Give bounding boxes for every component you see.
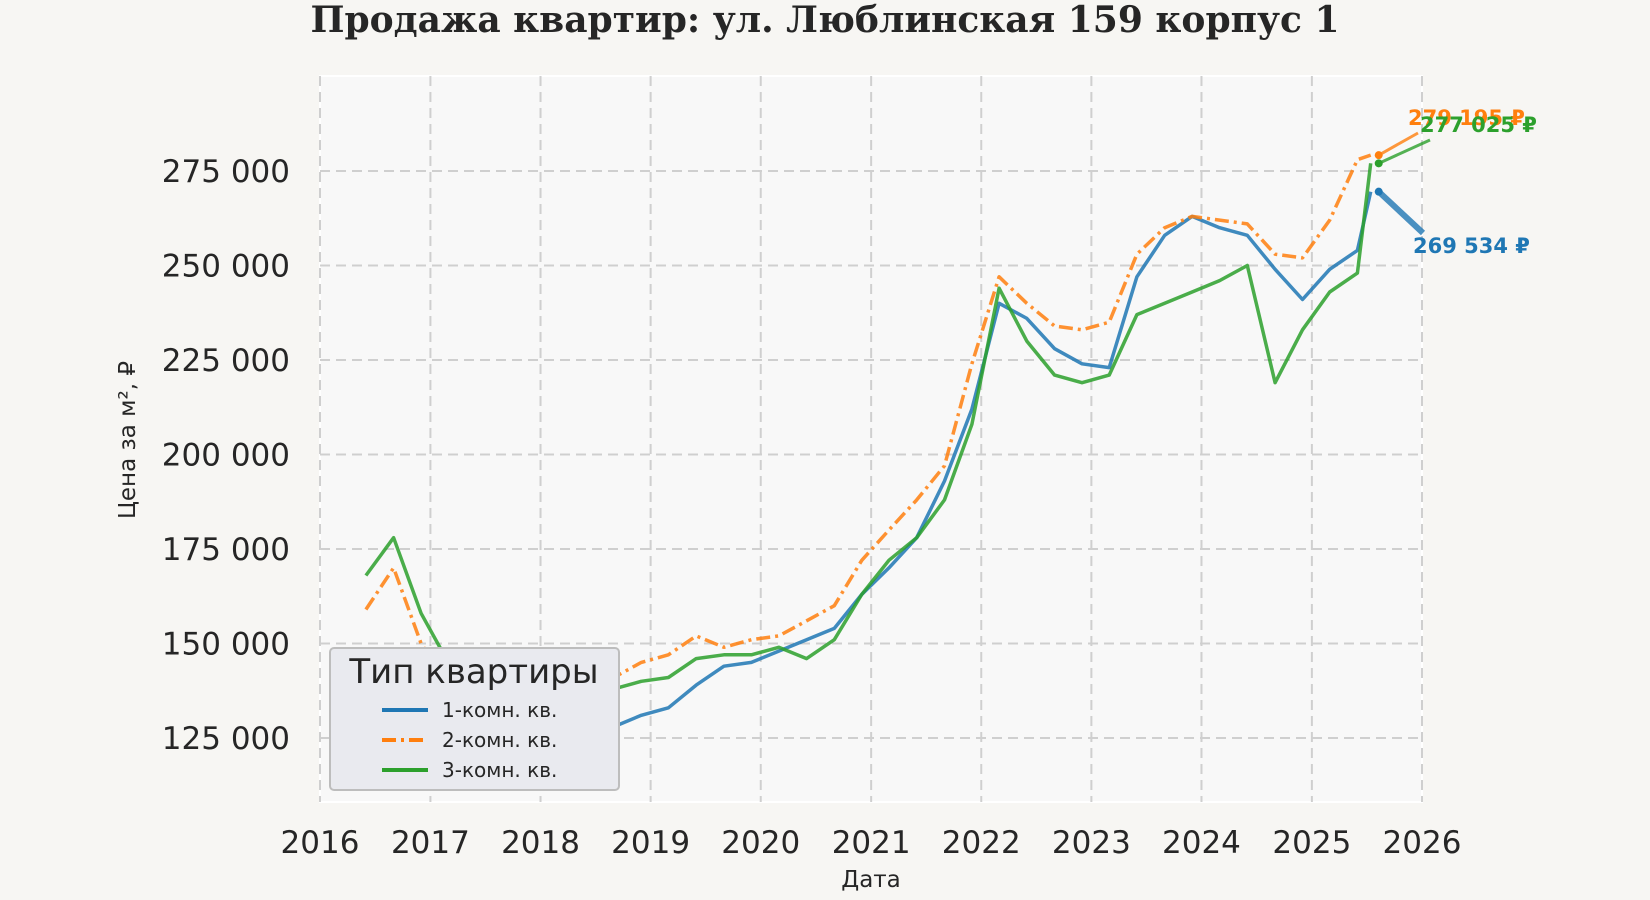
- legend-label: 1-комн. кв.: [442, 698, 557, 722]
- x-tick-label: 2022: [942, 825, 1021, 861]
- annotation-arrow: [1378, 138, 1431, 165]
- annotations: 279 195 ₽277 025 ₽ 269 534 ₽: [1374, 106, 1537, 258]
- x-tick-label: 2021: [832, 825, 911, 861]
- legend-label: 2-комн. кв.: [442, 728, 557, 752]
- annotation-label: 277 025 ₽: [1420, 113, 1537, 137]
- y-tick-label: 125 000: [162, 721, 290, 757]
- x-tick-label: 2017: [391, 825, 470, 861]
- legend-box: [329, 647, 620, 791]
- legend-title: Тип квартиры: [348, 652, 598, 692]
- y-axis-label: Цена за м², ₽: [115, 361, 141, 519]
- y-grid: [320, 170, 1422, 739]
- y-tick-label: 225 000: [162, 343, 290, 379]
- legend-label: 3-комн. кв.: [442, 758, 557, 782]
- y-tick-label: 250 000: [162, 249, 290, 285]
- x-tick-label: 2018: [501, 825, 580, 861]
- x-tick-label: 2019: [611, 825, 690, 861]
- annotation-arrowhead: [1374, 151, 1383, 160]
- x-tick-label: 2026: [1383, 825, 1462, 861]
- y-tick-label: 150 000: [162, 627, 290, 663]
- legend: Тип квартиры 1-комн. кв. 2-комн. кв. 3-ком…: [329, 647, 620, 791]
- y-tick-label: 175 000: [162, 532, 290, 568]
- x-grid: [319, 76, 1423, 802]
- y-tick-label: 275 000: [162, 154, 290, 190]
- chart-title: Продажа квартир: ул. Люблинская 159 корп…: [310, 0, 1339, 41]
- annotation-arrow: [1377, 131, 1419, 157]
- x-axis-label: Дата: [841, 867, 901, 893]
- annotation-label: 269 534 ₽: [1413, 234, 1530, 258]
- annotation-label: 279 195 ₽: [1408, 106, 1525, 130]
- x-tick-label: 2025: [1272, 825, 1351, 861]
- x-tick-label: 2024: [1162, 825, 1241, 861]
- annotation-arrowhead: [1374, 159, 1383, 168]
- annotation-arrow: [1376, 189, 1426, 236]
- x-tick-label: 2020: [721, 825, 800, 861]
- x-tick-label: 2016: [281, 825, 360, 861]
- y-tick-labels: 125 000 150 000 175 000 200 000 225 000 250 0…: [162, 154, 290, 757]
- y-tick-label: 200 000: [162, 438, 290, 474]
- x-tick-labels: 2016 2017 2018 2019 2020 2021 2022 2023 2024 2025…: [281, 825, 1462, 861]
- x-tick-label: 2023: [1052, 825, 1131, 861]
- annotation-arrowhead: [1374, 187, 1383, 196]
